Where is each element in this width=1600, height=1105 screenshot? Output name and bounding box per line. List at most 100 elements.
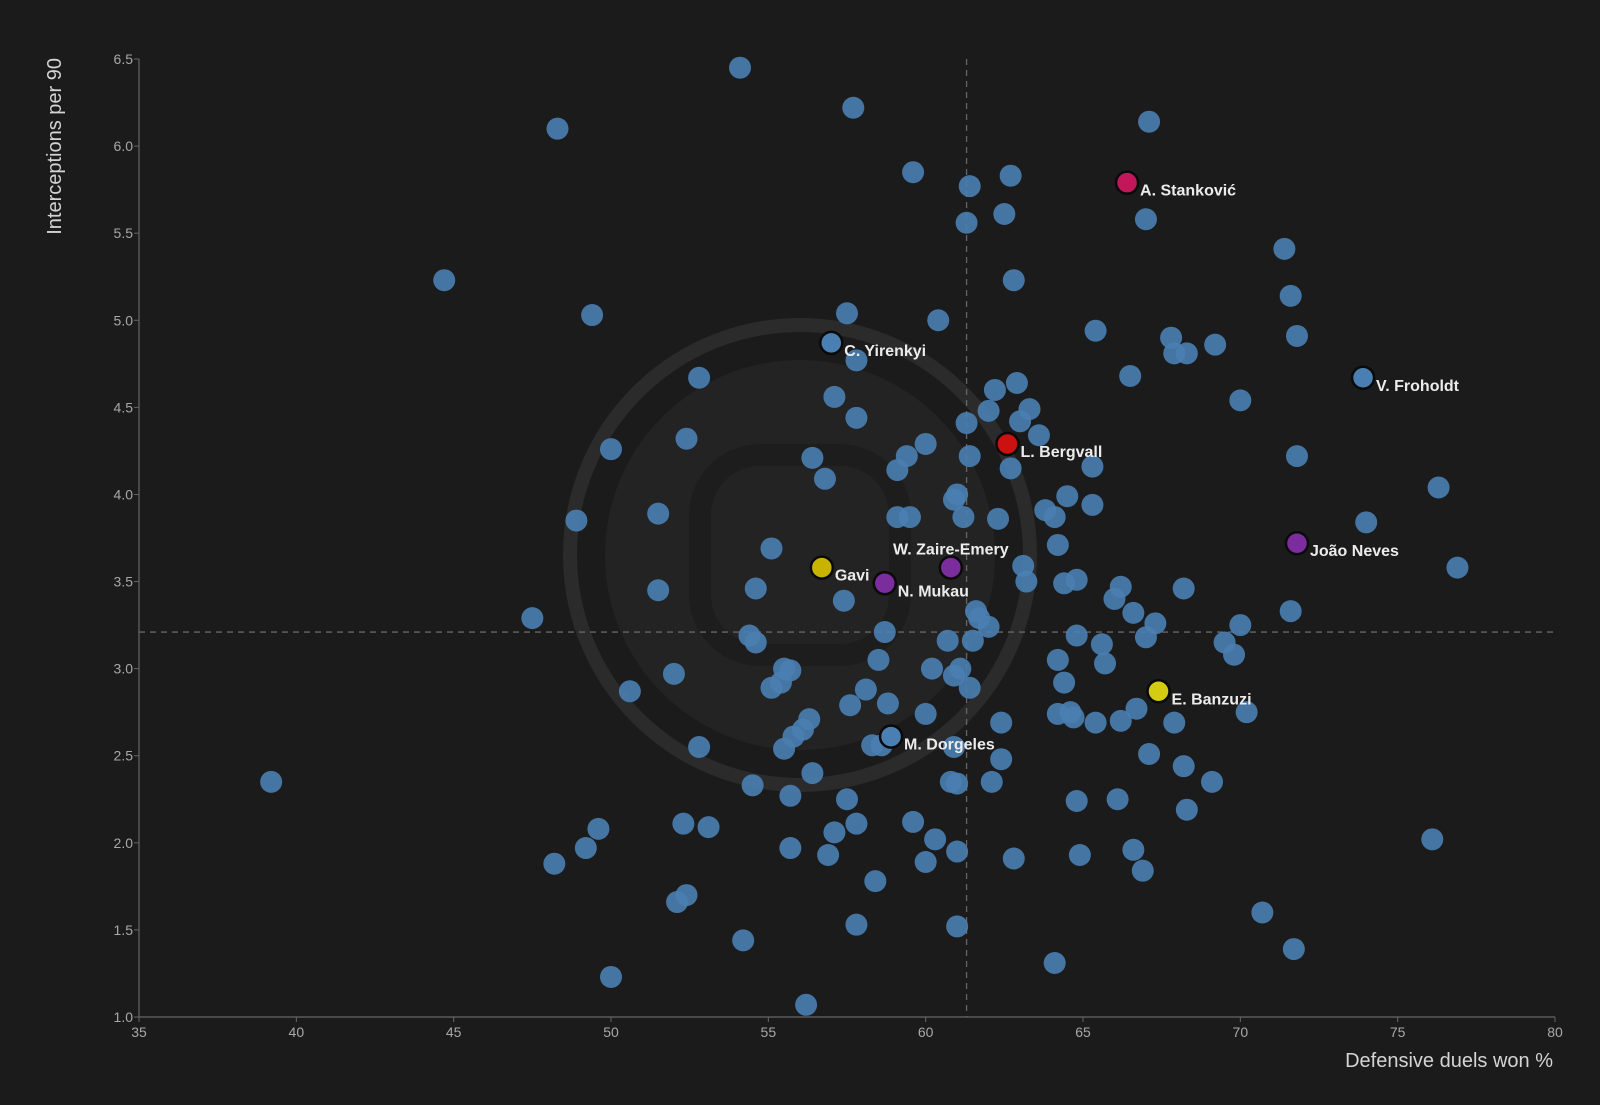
y-tick-label: 1.0 xyxy=(114,1009,134,1025)
data-point xyxy=(845,406,868,429)
data-point xyxy=(662,662,685,685)
data-point xyxy=(813,467,836,490)
data-point xyxy=(1122,601,1145,624)
data-point xyxy=(1134,208,1157,231)
data-point xyxy=(1043,952,1066,975)
data-point xyxy=(1119,365,1142,388)
data-point xyxy=(1285,324,1308,347)
data-point xyxy=(990,748,1013,771)
data-point xyxy=(836,302,858,325)
data-point xyxy=(977,615,1000,638)
data-point xyxy=(1094,652,1117,675)
data-point xyxy=(1065,790,1088,813)
player-label: L. Bergvall xyxy=(1020,444,1102,461)
data-points xyxy=(260,56,1469,1016)
player-label: W. Zaire-Emery xyxy=(893,542,1009,559)
data-point xyxy=(861,734,884,757)
data-point xyxy=(741,774,764,797)
data-point xyxy=(1084,711,1107,734)
data-point xyxy=(1002,847,1025,870)
data-point xyxy=(260,770,283,793)
data-point xyxy=(946,483,969,506)
data-point xyxy=(1103,587,1126,610)
data-point xyxy=(760,676,783,699)
highlighted-point xyxy=(872,571,898,596)
player-label: N. Mukau xyxy=(898,583,969,600)
data-point xyxy=(898,506,921,529)
data-point xyxy=(854,678,877,701)
y-tick-label: 1.5 xyxy=(114,922,134,938)
data-point xyxy=(773,737,796,760)
data-point xyxy=(958,676,981,699)
data-point xyxy=(958,445,981,468)
data-point xyxy=(565,509,588,532)
data-point xyxy=(1355,511,1378,534)
data-point xyxy=(1015,570,1038,593)
data-point xyxy=(1122,838,1145,861)
data-point xyxy=(946,915,969,938)
data-point xyxy=(1090,633,1113,656)
data-point xyxy=(924,828,947,851)
data-point xyxy=(1172,755,1195,778)
data-point xyxy=(1138,742,1161,765)
data-point xyxy=(902,161,925,184)
data-point xyxy=(1229,389,1252,412)
data-point xyxy=(801,762,824,785)
data-point xyxy=(1421,828,1444,851)
data-point xyxy=(936,629,959,652)
data-point xyxy=(987,507,1010,530)
data-point xyxy=(845,349,868,372)
data-point xyxy=(955,211,978,234)
x-tick-label: 50 xyxy=(603,1024,619,1040)
data-point xyxy=(990,711,1013,734)
data-point xyxy=(1223,643,1246,666)
data-point xyxy=(961,629,984,652)
data-point xyxy=(666,891,689,914)
data-point xyxy=(801,446,824,469)
x-tick-label: 40 xyxy=(289,1024,305,1040)
y-tick-label: 4.5 xyxy=(114,399,134,415)
y-axis-title: Interceptions per 90 xyxy=(44,58,66,235)
data-point xyxy=(521,607,544,630)
data-point xyxy=(993,203,1016,226)
highlighted-point xyxy=(819,330,844,356)
x-tick-label: 70 xyxy=(1233,1024,1249,1040)
x-axis-title: Defensive duels won % xyxy=(1345,1050,1553,1072)
x-tick-label: 65 xyxy=(1075,1024,1091,1040)
data-point xyxy=(823,821,846,844)
player-label: Gavi xyxy=(835,568,870,585)
highlighted-point xyxy=(1284,530,1310,556)
data-point xyxy=(1138,110,1161,133)
y-tick-label: 3.5 xyxy=(114,574,134,590)
data-point xyxy=(779,784,802,807)
data-point xyxy=(977,399,1000,422)
highlighted-point xyxy=(938,555,964,580)
highlighted-point xyxy=(1350,365,1376,391)
data-point xyxy=(760,537,783,560)
y-tick-label: 6.0 xyxy=(114,138,134,154)
data-point xyxy=(732,929,755,952)
data-point xyxy=(1065,568,1088,591)
data-point xyxy=(1046,648,1069,671)
data-point xyxy=(574,837,597,860)
data-point xyxy=(920,657,943,680)
data-point xyxy=(647,579,670,602)
data-point xyxy=(845,913,868,936)
player-label: V. Froholdt xyxy=(1376,378,1460,395)
data-point xyxy=(600,438,622,461)
data-point xyxy=(1125,697,1148,720)
data-point xyxy=(939,770,962,793)
data-point xyxy=(873,621,896,644)
y-tick-label: 2.5 xyxy=(114,748,134,764)
x-tick-label: 35 xyxy=(131,1024,147,1040)
y-tick-label: 5.5 xyxy=(114,225,134,241)
player-label: A. Stanković xyxy=(1140,183,1236,200)
data-point xyxy=(729,56,752,79)
data-point xyxy=(946,840,969,863)
data-point xyxy=(999,164,1022,187)
data-point xyxy=(952,506,975,529)
data-point xyxy=(1175,342,1198,365)
data-point xyxy=(914,432,937,455)
y-tick-label: 4.0 xyxy=(114,486,134,502)
x-tick-label: 75 xyxy=(1390,1024,1406,1040)
